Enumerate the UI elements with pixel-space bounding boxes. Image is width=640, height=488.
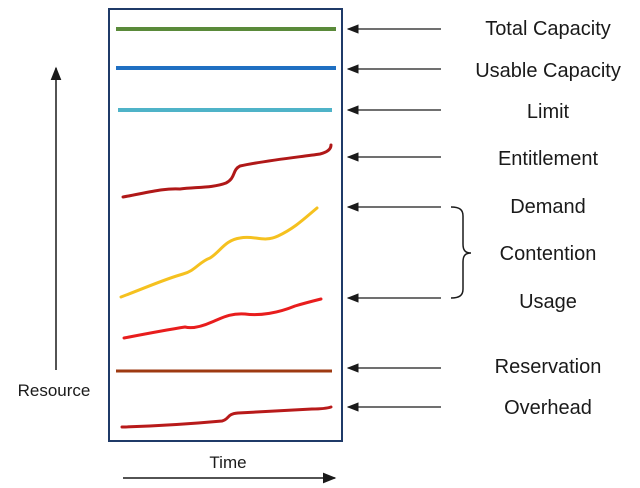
label-usable-capacity: Usable Capacity: [475, 60, 621, 82]
y-axis-label: Resource: [18, 381, 91, 400]
usage-curve: [122, 297, 323, 340]
pointer-arrows: [346, 24, 441, 412]
x-axis-label: Time: [209, 453, 246, 472]
label-limit: Limit: [527, 101, 570, 123]
label-reservation: Reservation: [495, 356, 602, 378]
label-entitlement: Entitlement: [498, 148, 598, 170]
entitlement-curve: [121, 143, 333, 199]
contention-brace: [450, 206, 472, 299]
label-usage: Usage: [519, 291, 577, 313]
label-demand: Demand: [510, 196, 586, 218]
demand-curve: [119, 206, 319, 299]
label-contention: Contention: [500, 243, 597, 265]
label-overhead: Overhead: [504, 397, 592, 419]
label-total-capacity: Total Capacity: [485, 18, 611, 40]
overhead-curve: [120, 405, 333, 429]
resource-box: [108, 8, 343, 442]
